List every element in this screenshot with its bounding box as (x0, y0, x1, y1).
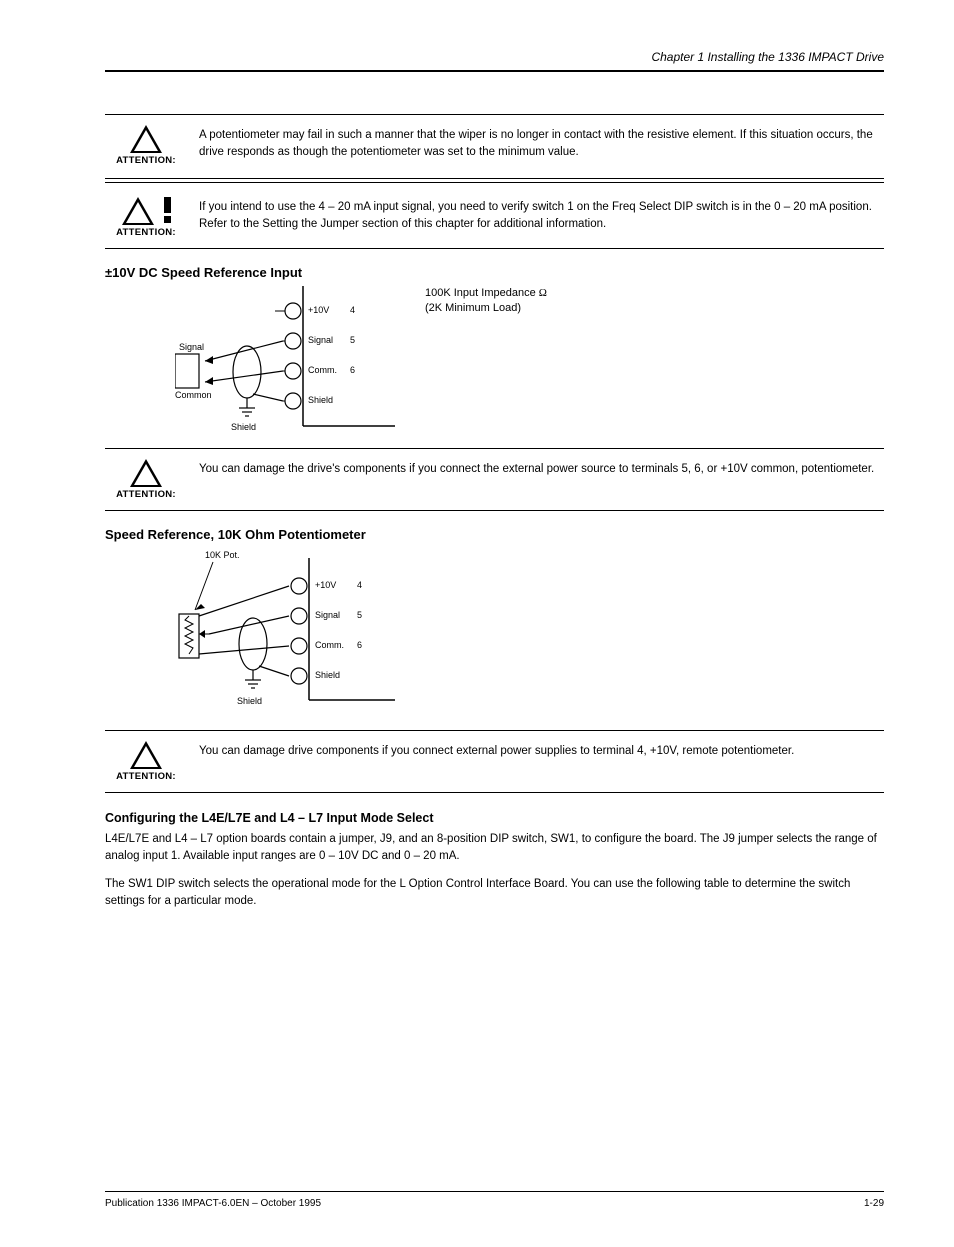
spec1-figure-row: +10V Signal Comm. Shield 4 5 6 Signal Co… (175, 286, 884, 436)
svg-text:+10V: +10V (315, 580, 336, 590)
attention3-block: ATTENTION: You can damage the drive's co… (105, 449, 884, 510)
footer-pub: Publication 1336 IMPACT-6.0EN – October … (105, 1198, 321, 1209)
attention3-label: ATTENTION: (116, 489, 176, 500)
attention4-block: ATTENTION: You can damage drive componen… (105, 731, 884, 792)
svg-text:Comm.: Comm. (315, 640, 344, 650)
attention2-text: If you intend to use the 4 – 20 mA input… (199, 197, 884, 232)
svg-text:Shield: Shield (237, 696, 262, 706)
footer-page: 1-29 (864, 1198, 884, 1209)
attention2-bottom-rule (105, 248, 884, 249)
svg-text:Common: Common (175, 390, 212, 400)
attention1-text: A potentiometer may fail in such a manne… (199, 125, 884, 160)
warning-triangle-icon (122, 197, 154, 225)
attention4-bottom-rule (105, 792, 884, 793)
attention1-label: ATTENTION: (116, 155, 176, 166)
spec2-title: Speed Reference, 10K Ohm Potentiometer (105, 527, 884, 542)
svg-text:5: 5 (357, 610, 362, 620)
config-p2: The SW1 DIP switch selects the operation… (105, 876, 884, 911)
warning-triangle-icon (130, 125, 162, 153)
config-p1: L4E/L7E and L4 – L7 option boards contai… (105, 831, 884, 866)
attention2-label: ATTENTION: (116, 227, 176, 238)
spec2-figure-row: 10K Pot. +10V Signal Comm. Shi (175, 548, 884, 718)
svg-text:6: 6 (357, 640, 362, 650)
svg-text:Signal: Signal (179, 342, 204, 352)
spec1-diagram: +10V Signal Comm. Shield 4 5 6 Signal Co… (175, 286, 395, 436)
svg-text:4: 4 (357, 580, 362, 590)
attention1-block: ATTENTION: A potentiometer may fail in s… (105, 115, 884, 176)
svg-text:Signal: Signal (315, 610, 340, 620)
svg-text:10K Pot.: 10K Pot. (205, 550, 240, 560)
exclamation-icon (164, 197, 171, 223)
svg-text:6: 6 (350, 365, 355, 375)
spec2-diagram: 10K Pot. +10V Signal Comm. Shi (175, 548, 395, 718)
svg-text:Signal: Signal (308, 335, 333, 345)
spec1-spec-text: 100K Input Impedance Ω (2K Minimum Load) (425, 286, 547, 317)
warning-triangle-icon (130, 459, 162, 487)
config-heading: Configuring the L4E/L7E and L4 – L7 Inpu… (105, 811, 884, 825)
svg-text:+10V: +10V (308, 305, 329, 315)
attention3-bottom-rule (105, 510, 884, 511)
warning-triangle-icon (130, 741, 162, 769)
svg-text:4: 4 (350, 305, 355, 315)
attention4-label: ATTENTION: (116, 771, 176, 782)
attention2-block: ATTENTION: If you intend to use the 4 – … (105, 183, 884, 248)
spec1-title: ±10V DC Speed Reference Input (105, 265, 884, 280)
svg-text:Comm.: Comm. (308, 365, 337, 375)
svg-text:Shield: Shield (308, 395, 333, 405)
attention4-text: You can damage drive components if you c… (199, 741, 884, 760)
attention3-text: You can damage the drive's components if… (199, 459, 884, 478)
svg-text:Shield: Shield (231, 422, 256, 432)
header-chapter: Chapter 1 Installing the 1336 IMPACT Dri… (105, 50, 884, 64)
page-footer: Publication 1336 IMPACT-6.0EN – October … (105, 1191, 884, 1209)
svg-text:Shield: Shield (315, 670, 340, 680)
svg-text:5: 5 (350, 335, 355, 345)
